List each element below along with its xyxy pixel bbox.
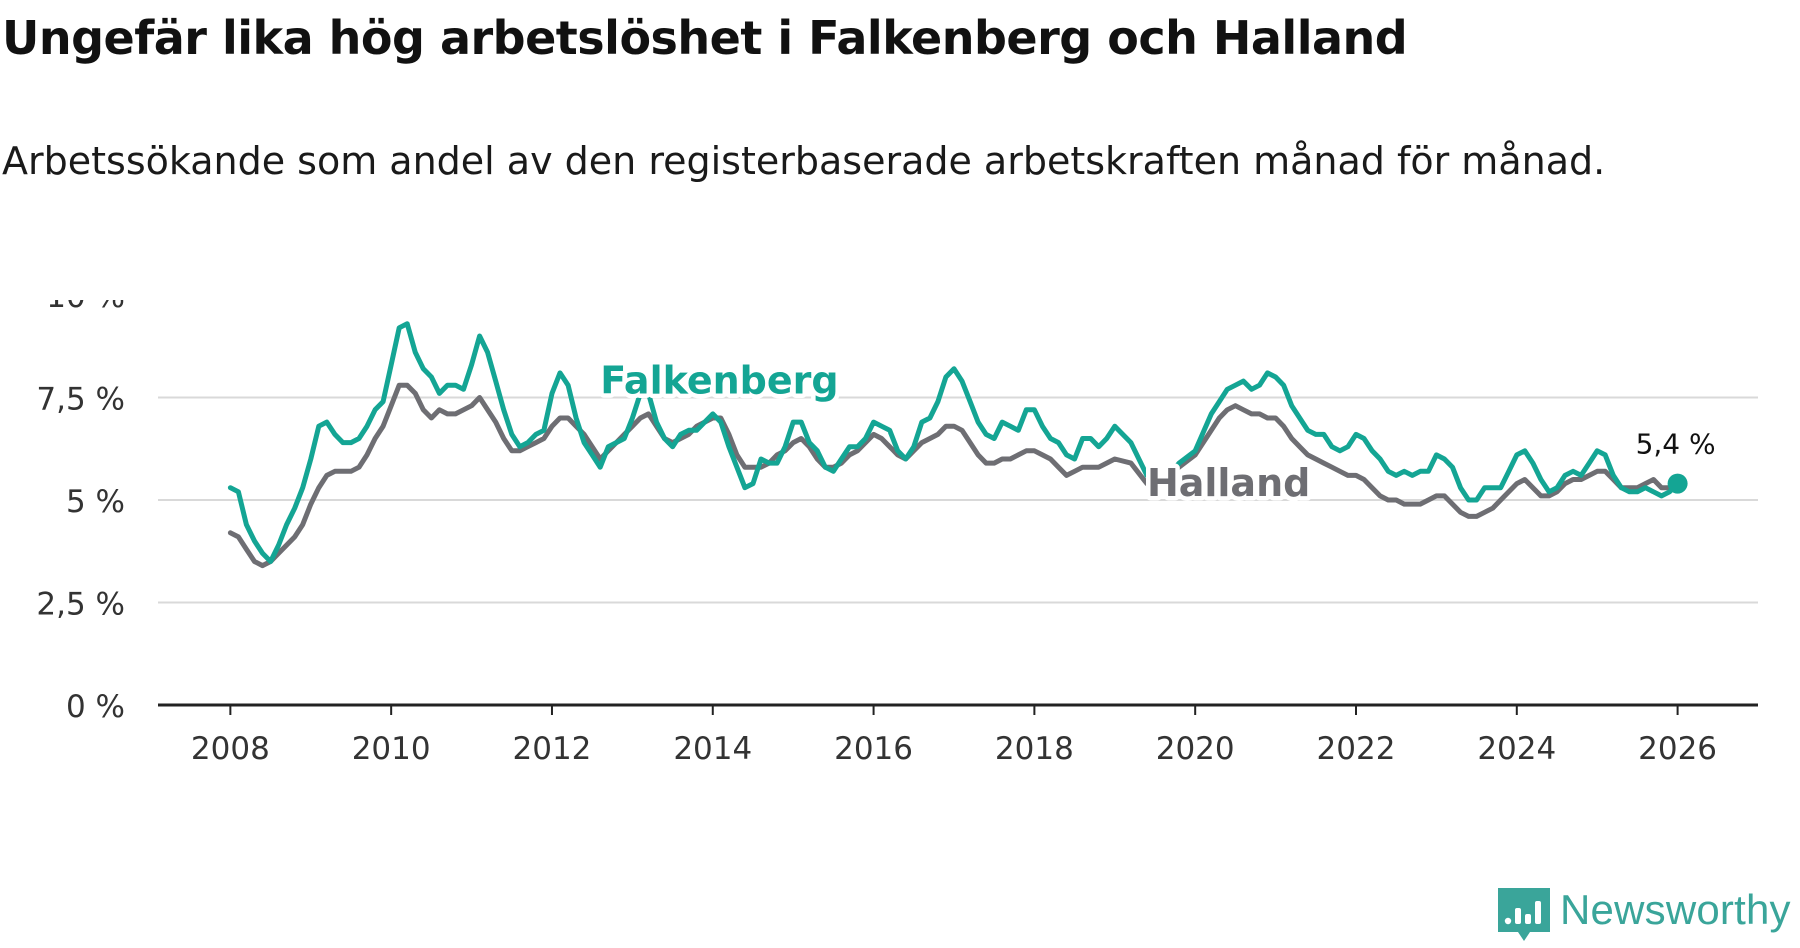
- x-tick-label: 2016: [834, 731, 913, 767]
- series-label-falkenberg: Falkenberg: [600, 358, 838, 402]
- end-value-label: 5,4 %: [1636, 428, 1716, 461]
- x-tick-label: 2022: [1317, 731, 1396, 767]
- grid-lines: [158, 396, 1758, 604]
- x-axis-ticks: 2008 2010 2012 2014 2016 2018 2020 2022 2024 2026: [191, 705, 1717, 767]
- newsworthy-logo: [1498, 888, 1550, 941]
- series-labels: Halland Falkenberg 5,4 %: [596, 354, 1719, 510]
- x-tick-label: 2014: [673, 731, 752, 767]
- x-tick-label: 2008: [191, 731, 270, 767]
- y-tick-label: 5 %: [66, 484, 125, 520]
- series-label-halland: Halland: [1147, 461, 1310, 505]
- y-tick-label: 7,5 %: [36, 382, 125, 418]
- x-tick-label: 2010: [352, 731, 431, 767]
- chart-subtitle: Arbetssökande som andel av den registerb…: [2, 139, 1606, 183]
- y-tick-label: 0 %: [66, 689, 125, 725]
- x-tick-label: 2024: [1477, 731, 1556, 767]
- line-chart: 0 % 2,5 % 5 % 7,5 % 10 % 2008 2010 2012 2014 201…: [36, 300, 1758, 767]
- x-tick-label: 2026: [1638, 731, 1717, 767]
- series-line-falkenberg: [227, 321, 1681, 564]
- chart-title: Ungefär lika hög arbetslöshet i Falkenbe…: [2, 11, 1408, 65]
- series-line-halland: [227, 382, 1681, 569]
- brand-name: Newsworthy: [1560, 886, 1791, 933]
- x-tick-label: 2012: [513, 731, 592, 767]
- y-tick-label: 10 %: [46, 300, 125, 315]
- end-point-marker: [1667, 473, 1688, 494]
- y-tick-label: 2,5 %: [36, 587, 125, 623]
- x-tick-label: 2020: [1156, 731, 1235, 767]
- newsworthy-logo-icon: [1498, 888, 1550, 941]
- series-lines: [227, 321, 1681, 569]
- y-axis-tick-labels: 0 % 2,5 % 5 % 7,5 % 10 %: [36, 300, 125, 725]
- x-tick-label: 2018: [995, 731, 1074, 767]
